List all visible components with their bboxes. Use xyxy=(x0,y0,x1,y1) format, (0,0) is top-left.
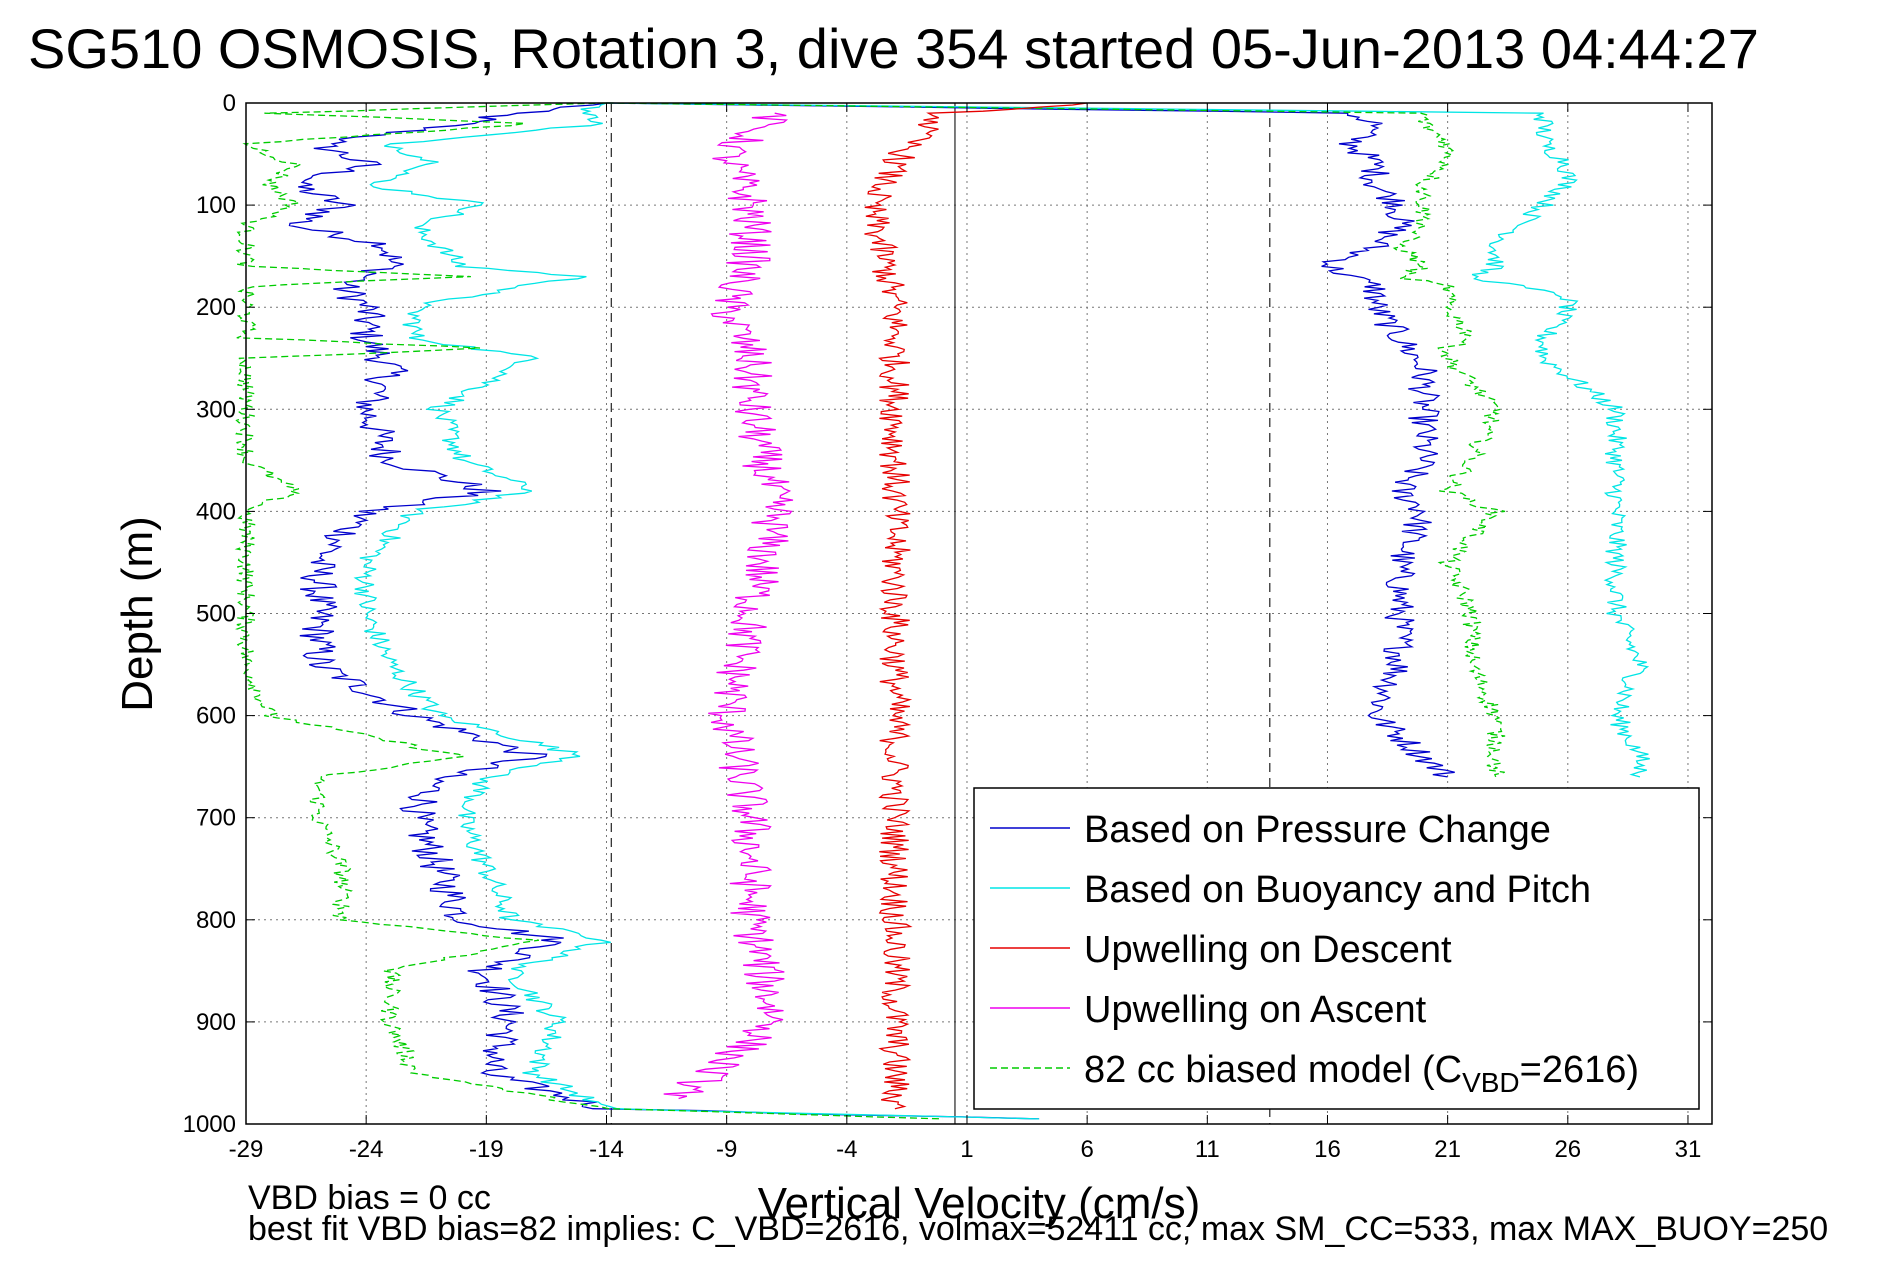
legend-label: Based on Pressure Change xyxy=(1084,809,1551,851)
y-tick-label: 0 xyxy=(223,90,236,117)
x-tick-label: -29 xyxy=(229,1136,264,1163)
y-tick-label: 500 xyxy=(196,601,236,628)
series-upwelling-ascent xyxy=(663,112,794,1100)
y-axis-label: Depth (m) xyxy=(113,516,162,712)
legend: Based on Pressure Change Based on Buoyanc… xyxy=(973,787,1700,1110)
legend-label: Based on Buoyancy and Pitch xyxy=(1084,869,1591,911)
y-tick-label: 700 xyxy=(196,805,236,832)
x-tick-label: 6 xyxy=(1080,1136,1093,1163)
footer-line-2: best fit VBD bias=82 implies: C_VBD=2616… xyxy=(248,1210,1828,1248)
x-tick-label: 16 xyxy=(1314,1136,1341,1163)
series-line-model-ascent xyxy=(606,102,1506,778)
series-line-upwelling-descent xyxy=(864,102,1088,1110)
series-line-pressure-descent xyxy=(288,102,1040,1120)
legend-label: 82 cc biased model (CVBD=2616) xyxy=(1084,1049,1639,1098)
chart-title: SG510 OSMOSIS, Rotation 3, dive 354 star… xyxy=(28,17,1759,80)
y-tick-label: 600 xyxy=(196,703,236,730)
series-line-buoyancy-descent xyxy=(353,102,1040,1120)
y-tick-label: 300 xyxy=(196,396,236,423)
x-tick-label: 31 xyxy=(1675,1136,1702,1163)
series-biased-model xyxy=(234,102,1506,1120)
x-tick-label: -24 xyxy=(349,1136,384,1163)
x-tick-label: 1 xyxy=(960,1136,973,1163)
x-tick-label: 21 xyxy=(1434,1136,1461,1163)
x-tick-label: -14 xyxy=(589,1136,624,1163)
x-axis-label: Vertical Velocity (cm/s) xyxy=(758,1179,1201,1228)
legend-label: Upwelling on Descent xyxy=(1084,929,1452,971)
legend-box xyxy=(973,787,1700,1110)
y-tick-label: 1000 xyxy=(183,1111,236,1138)
y-tick-label: 800 xyxy=(196,907,236,934)
series-line-model-descent xyxy=(234,102,944,1120)
series-line-upwelling-ascent xyxy=(663,112,794,1100)
series-layer xyxy=(234,102,1650,1120)
series-line-pressure-ascent xyxy=(606,102,1455,778)
x-axis-ticks: -29 -24 -19 -14 -9 -4 1 6 11 16 21 26 31 xyxy=(229,103,1702,1163)
y-tick-label: 100 xyxy=(196,192,236,219)
y-tick-label: 400 xyxy=(196,498,236,525)
x-tick-label: 26 xyxy=(1554,1136,1581,1163)
footer-line-1: VBD bias = 0 cc xyxy=(248,1179,491,1217)
series-line-buoyancy-ascent xyxy=(606,102,1650,778)
y-axis-ticks: 0 100 200 300 400 500 600 700 800 900 1000 xyxy=(183,90,1712,1138)
x-tick-label: -4 xyxy=(836,1136,857,1163)
legend-label: Upwelling on Ascent xyxy=(1084,989,1427,1031)
x-tick-label: -19 xyxy=(469,1136,504,1163)
reference-lines xyxy=(610,103,1271,1124)
series-upwelling-descent xyxy=(864,102,1088,1110)
y-tick-label: 200 xyxy=(196,294,236,321)
y-tick-label: 900 xyxy=(196,1009,236,1036)
x-tick-label: -9 xyxy=(716,1136,737,1163)
x-tick-label: 11 xyxy=(1195,1136,1220,1163)
series-pressure-change xyxy=(288,102,1455,1120)
series-buoyancy-pitch xyxy=(353,102,1650,1120)
